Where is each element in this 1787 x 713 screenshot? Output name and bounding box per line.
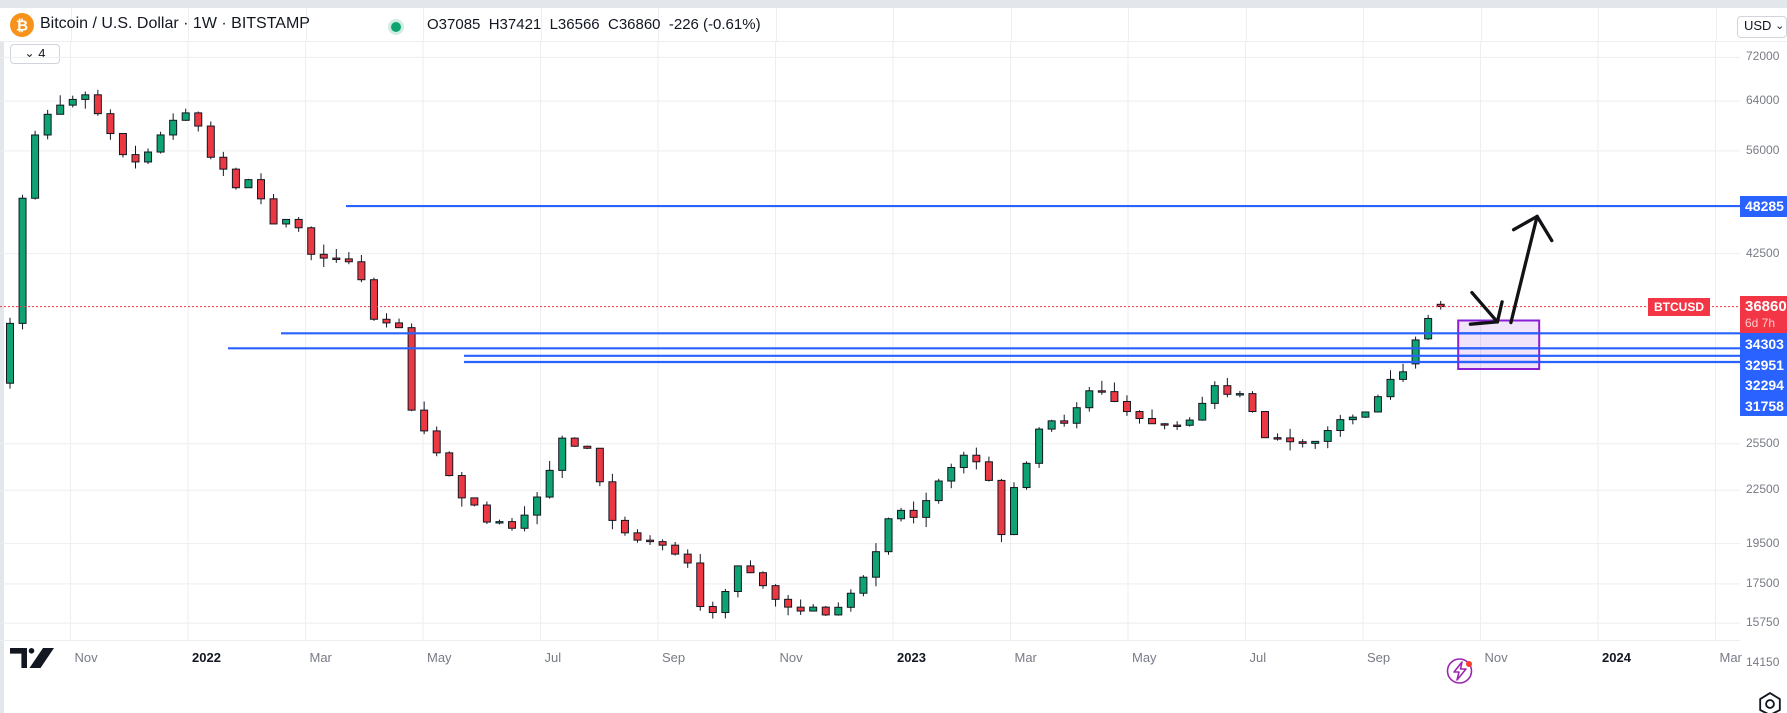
svg-text:₿: ₿ (16, 17, 28, 34)
